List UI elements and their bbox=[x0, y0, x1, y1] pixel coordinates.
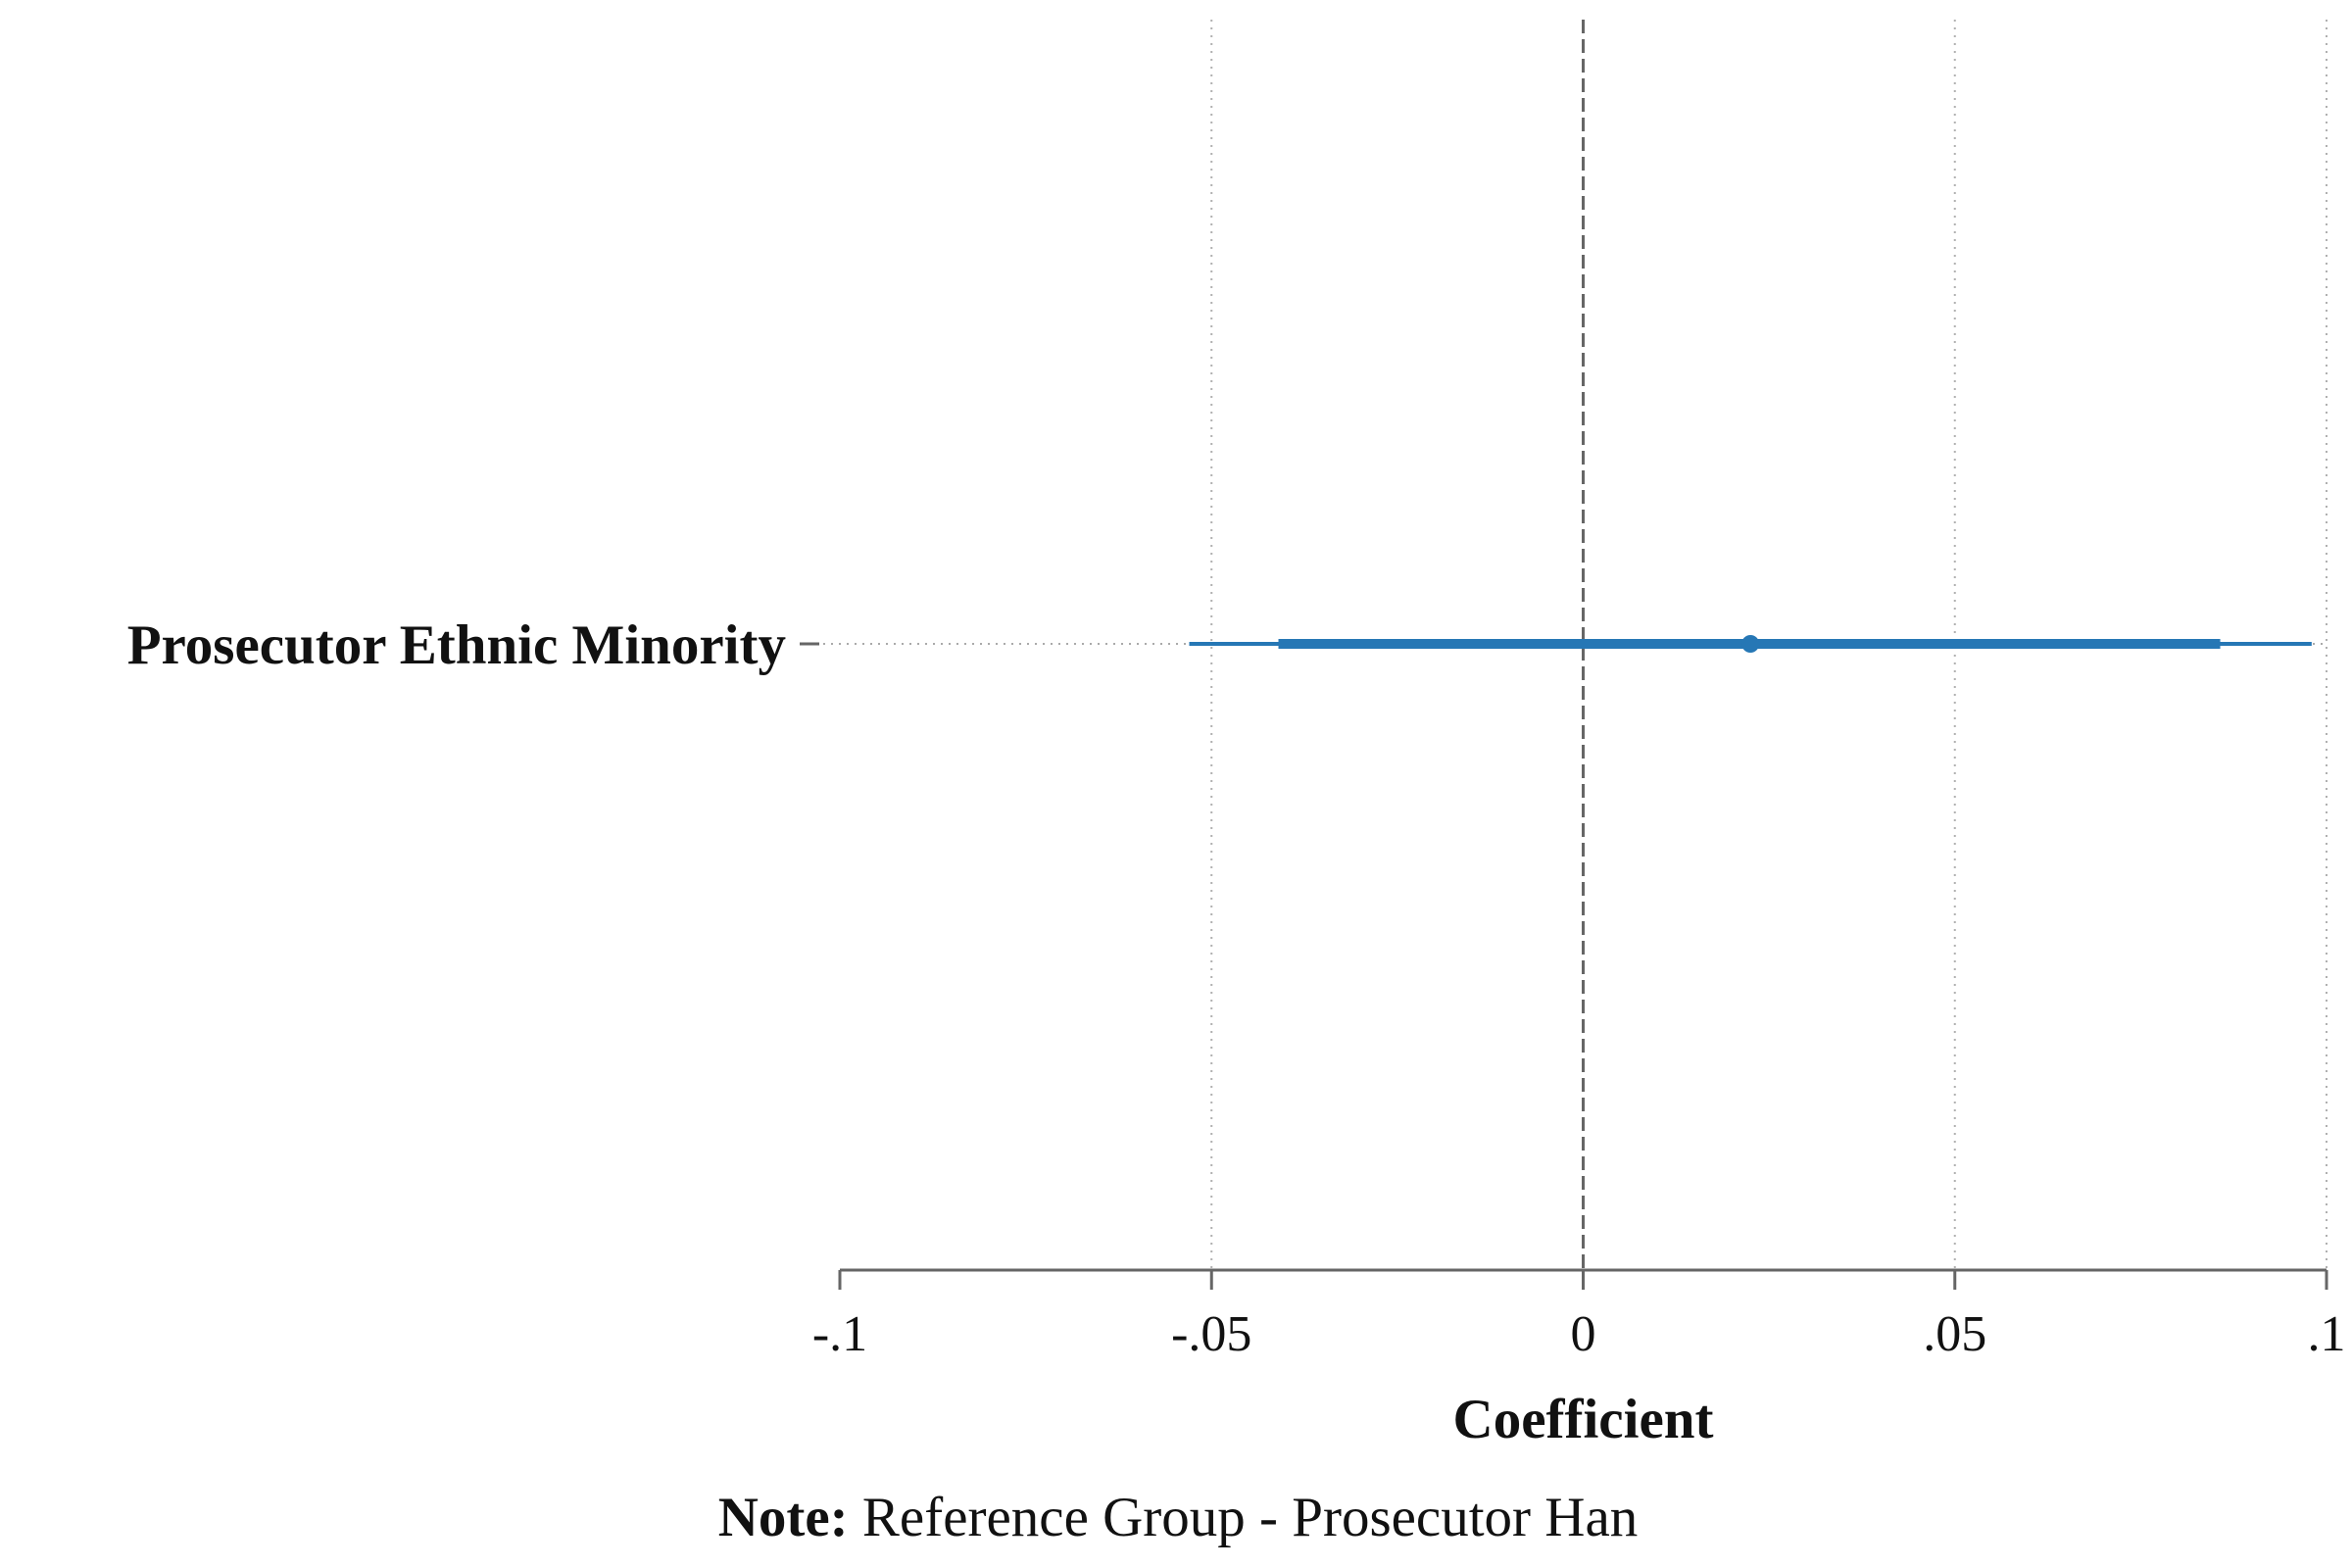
coefficient-series bbox=[1189, 635, 2312, 653]
x-axis-title: Coefficient bbox=[1453, 1389, 1714, 1450]
x-tick-label: .1 bbox=[2308, 1306, 2346, 1362]
x-tick-label: .05 bbox=[1923, 1306, 1986, 1362]
x-tick-label: 0 bbox=[1571, 1306, 1596, 1362]
x-ticks: -.1 -.05 0 .05 .1 bbox=[812, 1270, 2346, 1362]
category-label: Prosecutor Ethnic Minority bbox=[127, 614, 786, 676]
x-tick-label: -.05 bbox=[1171, 1306, 1251, 1362]
chart-note: Note: Reference Group - Prosecutor Han bbox=[718, 1487, 1639, 1548]
x-tick-label: -.1 bbox=[812, 1306, 867, 1362]
note-prefix: Note: bbox=[718, 1487, 849, 1548]
point-estimate bbox=[1741, 635, 1760, 653]
note-text: Reference Group - Prosecutor Han bbox=[849, 1487, 1639, 1548]
